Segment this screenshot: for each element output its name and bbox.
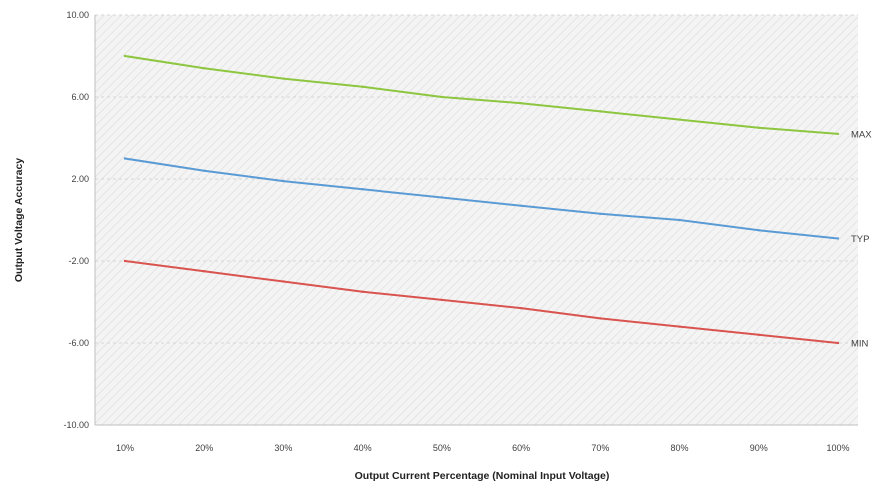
x-tick-label: 20% <box>195 443 213 453</box>
data-point-typ <box>203 169 206 172</box>
series-line-max <box>124 55 839 135</box>
data-point-typ <box>123 157 127 160</box>
x-tick-label: 100% <box>826 443 849 453</box>
data-point-min <box>440 298 444 302</box>
data-point-min <box>203 270 206 273</box>
data-point-min <box>757 333 760 336</box>
data-point-max <box>440 95 444 99</box>
data-point-max <box>361 85 364 88</box>
data-point-max <box>203 67 206 70</box>
y-tick-label: 10.00 <box>66 10 89 20</box>
data-point-max <box>123 54 127 58</box>
data-point-typ <box>678 218 681 222</box>
x-tick-label: 80% <box>671 443 689 453</box>
data-point-max <box>599 110 602 113</box>
y-tick-label: -10.00 <box>63 420 89 430</box>
y-axis-title: Output Voltage Accuracy <box>13 158 25 282</box>
y-axis-ticks: 10.00 6.00 2.00 -2.00 -6.00 -10.00 <box>63 10 89 430</box>
x-tick-label: 90% <box>750 443 768 453</box>
data-point-max <box>519 101 523 105</box>
y-tick-label: -2.00 <box>68 256 89 266</box>
data-point-typ <box>282 179 285 183</box>
gridlines <box>95 14 858 344</box>
y-tick-label: 6.00 <box>71 92 89 102</box>
data-point-min <box>599 317 602 320</box>
y-tick-label: -6.00 <box>68 338 89 348</box>
plot-area <box>95 15 858 425</box>
data-point-max <box>757 126 760 129</box>
data-point-min <box>519 306 523 310</box>
data-point-min <box>678 325 681 328</box>
x-tick-label: 70% <box>591 443 609 453</box>
x-tick-label: 40% <box>354 443 372 453</box>
series-label-min: MIN <box>851 339 869 350</box>
axes <box>94 15 858 426</box>
series-labels: MAX TYP MIN <box>851 129 872 349</box>
data-point-min <box>282 280 285 283</box>
x-tick-label: 30% <box>274 443 292 453</box>
data-point-min <box>836 341 840 345</box>
y-tick-label: 2.00 <box>71 174 89 184</box>
series-line-typ <box>124 157 839 240</box>
series-lines <box>123 54 840 345</box>
x-tick-label: 50% <box>433 443 451 453</box>
data-point-max <box>836 132 840 136</box>
x-axis-ticks: 10% 20% 30% 40% 50% 60% 70% 80% 90% 100% <box>116 443 850 453</box>
data-point-typ <box>599 212 602 216</box>
series-label-max: MAX <box>851 129 872 140</box>
series-label-typ: TYP <box>851 234 869 245</box>
data-point-typ <box>440 196 444 199</box>
data-point-typ <box>836 237 840 240</box>
x-tick-label: 60% <box>512 443 530 453</box>
data-point-max <box>678 118 681 121</box>
data-point-typ <box>519 204 523 207</box>
data-point-max <box>282 77 285 80</box>
data-point-typ <box>757 229 760 232</box>
x-tick-label: 10% <box>116 443 134 453</box>
series-line-min <box>124 260 839 344</box>
x-axis-title: Output Current Percentage (Nominal Input… <box>355 470 610 482</box>
data-point-min <box>361 290 364 293</box>
data-point-min <box>123 259 127 263</box>
data-point-typ <box>361 188 364 191</box>
